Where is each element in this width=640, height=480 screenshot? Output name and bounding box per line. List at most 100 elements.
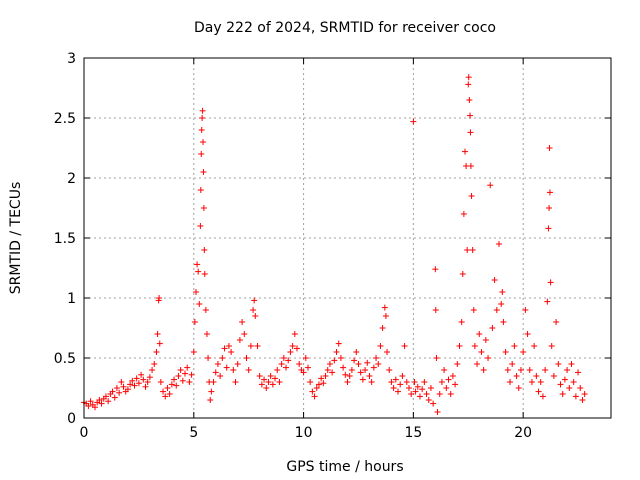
data-point <box>296 361 303 367</box>
data-point <box>405 385 412 391</box>
y-tick-label: 2.5 <box>54 111 76 127</box>
data-point <box>478 349 485 355</box>
data-point <box>201 247 208 253</box>
data-point <box>581 391 588 397</box>
data-point <box>513 373 520 379</box>
data-point <box>458 319 465 325</box>
data-point <box>434 409 441 415</box>
data-point <box>162 393 169 400</box>
data-point <box>225 343 232 349</box>
data-point <box>511 343 518 349</box>
data-point <box>465 81 472 88</box>
data-point <box>184 364 191 371</box>
data-point <box>399 373 406 379</box>
data-point <box>164 385 171 391</box>
data-point <box>460 211 467 217</box>
data-point <box>197 187 204 193</box>
data-point <box>373 355 380 361</box>
data-point <box>144 379 151 385</box>
data-point <box>456 343 463 349</box>
data-point <box>392 376 399 383</box>
data-point <box>401 343 408 349</box>
y-tick-label: 3 <box>67 51 76 67</box>
data-point <box>467 129 474 136</box>
data-point <box>515 385 522 391</box>
data-point <box>464 247 471 253</box>
data-point <box>381 304 388 311</box>
data-point <box>177 367 184 373</box>
data-point <box>291 331 298 337</box>
data-point <box>111 394 118 401</box>
data-point <box>113 385 120 391</box>
data-point <box>289 343 296 349</box>
y-tick-label: 1.5 <box>54 231 76 247</box>
data-point <box>533 373 540 379</box>
y-tick-label: 0.5 <box>54 351 76 367</box>
data-point <box>388 379 395 385</box>
data-point <box>485 355 492 361</box>
data-point <box>230 367 237 373</box>
data-point <box>198 127 205 133</box>
data-point <box>276 379 283 385</box>
data-point <box>564 367 571 373</box>
data-point <box>156 295 163 301</box>
data-point <box>570 379 577 385</box>
data-point <box>322 373 329 379</box>
data-point <box>470 307 477 313</box>
data-point <box>192 289 199 295</box>
data-point <box>160 388 167 395</box>
data-point <box>129 377 136 384</box>
data-point <box>302 355 309 361</box>
data-point <box>539 393 546 400</box>
data-point <box>476 331 483 337</box>
data-point <box>459 271 466 277</box>
data-point <box>432 266 439 273</box>
data-point <box>175 373 182 379</box>
data-point <box>575 369 582 376</box>
data-point <box>535 388 542 395</box>
data-point <box>377 343 384 349</box>
data-point <box>208 388 215 395</box>
data-point <box>124 386 131 393</box>
data-point <box>154 331 161 337</box>
data-point <box>438 379 445 385</box>
data-point <box>474 361 481 367</box>
data-point <box>445 376 452 383</box>
data-point <box>447 391 454 397</box>
data-point <box>531 343 538 349</box>
data-point <box>528 379 535 385</box>
data-point <box>509 361 516 367</box>
data-point <box>232 379 239 385</box>
data-point <box>351 357 358 364</box>
data-point <box>375 361 382 367</box>
data-point <box>487 182 494 189</box>
data-point <box>386 367 393 373</box>
data-point <box>502 349 509 355</box>
data-point <box>433 355 440 361</box>
data-point <box>395 388 402 395</box>
data-point <box>140 376 147 383</box>
data-point <box>309 388 316 395</box>
data-point <box>188 371 195 378</box>
data-point <box>526 367 533 373</box>
data-point <box>577 385 584 391</box>
data-point <box>191 319 198 325</box>
data-point <box>421 379 428 385</box>
data-point <box>254 343 261 349</box>
data-point <box>465 74 472 81</box>
data-point <box>149 367 156 373</box>
data-point <box>109 388 116 395</box>
data-point <box>293 345 300 352</box>
data-point <box>382 313 389 319</box>
y-tick-label: 0 <box>67 411 76 427</box>
data-point <box>340 364 347 371</box>
data-point <box>506 379 513 385</box>
data-point <box>146 374 153 381</box>
data-point <box>408 391 415 397</box>
data-point <box>251 297 258 304</box>
data-point <box>198 151 205 157</box>
data-point <box>403 379 410 385</box>
data-point <box>219 355 226 361</box>
data-point <box>135 380 142 387</box>
